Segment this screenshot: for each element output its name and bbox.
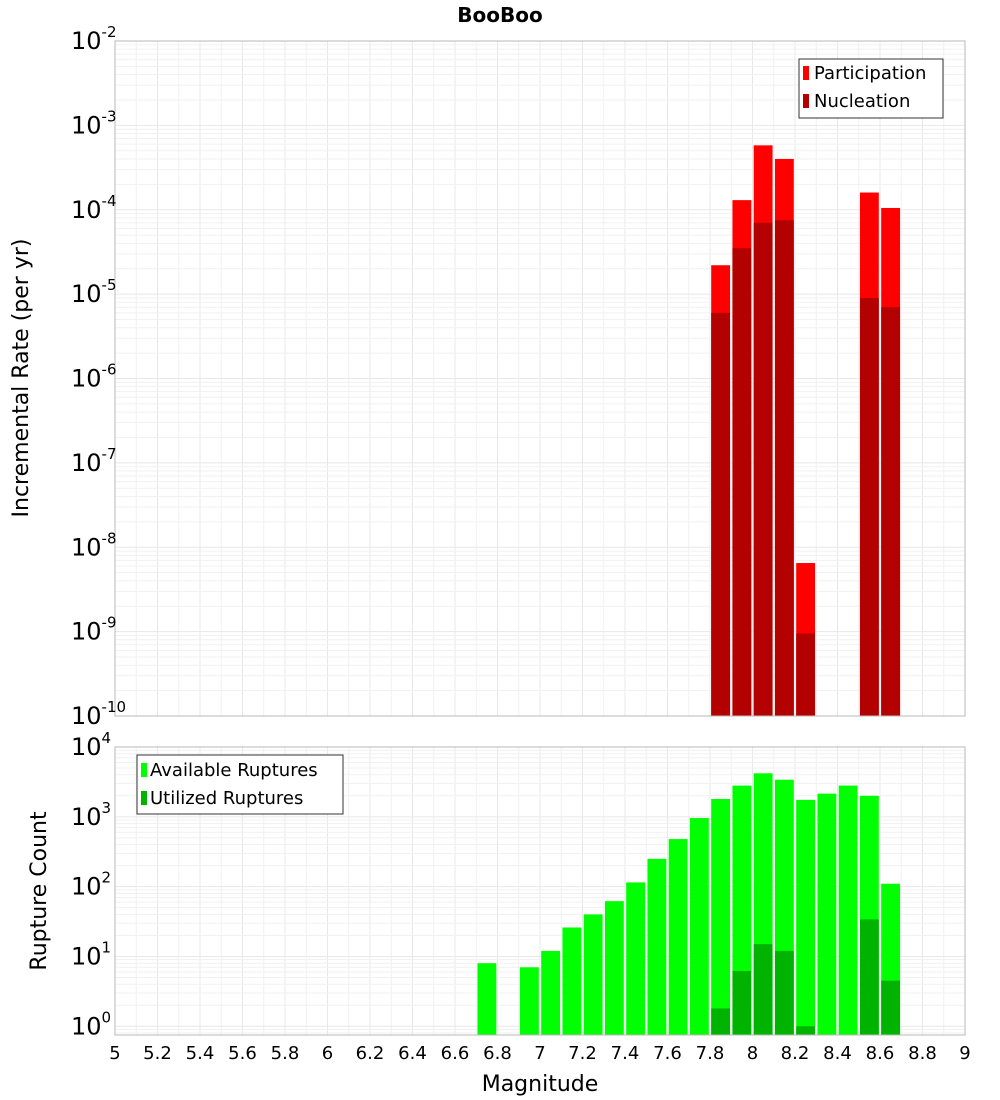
top-y-tick-labels: 10-10 10-9 10-8 10-7 10-6 10-5 10-4 10-3 10-2 — [71, 23, 126, 730]
bar-available-ruptures — [796, 799, 816, 1035]
top-plot-bars — [711, 145, 901, 717]
top-legend-box — [798, 58, 944, 119]
x-axis-title: Magnitude — [482, 1072, 599, 1097]
bar-available-ruptures — [668, 839, 688, 1035]
bar-available-ruptures — [817, 793, 837, 1035]
y-tick-label: 10-6 — [71, 361, 117, 393]
bar-nucleation — [732, 248, 752, 717]
x-tick-label: 8 — [747, 1043, 758, 1064]
legend-swatch-participation — [803, 66, 809, 80]
x-tick-label: 6.8 — [483, 1043, 512, 1064]
top-plot-grid — [114, 40, 966, 717]
bar-utilized-ruptures — [753, 944, 773, 1035]
bar-utilized-ruptures — [774, 950, 794, 1035]
top-plot-frame — [114, 40, 966, 717]
x-tick-label: 5.8 — [271, 1043, 300, 1064]
x-tick-labels: 5 5.2 5.4 5.6 5.8 6 6.2 6.4 6.6 6.8 7 7.2 7.4 7.6 7.8 8… — [109, 1043, 970, 1064]
bar-available-ruptures — [689, 818, 709, 1035]
x-tick-label: 6.4 — [398, 1043, 427, 1064]
x-tick-label: 8.8 — [908, 1043, 937, 1064]
legend-label-participation: Participation — [814, 63, 926, 84]
bar-available-ruptures — [626, 882, 646, 1035]
bar-utilized-ruptures — [796, 1026, 816, 1035]
legend-label-utilized-ruptures: Utilized Ruptures — [150, 788, 303, 809]
legend-swatch-nucleation — [803, 94, 809, 108]
bar-utilized-ruptures — [711, 1008, 731, 1035]
bar-nucleation — [859, 297, 879, 716]
chart-title: BooBoo — [457, 3, 542, 27]
legend-swatch-utilized-ruptures — [141, 791, 147, 805]
bar-utilized-ruptures — [859, 919, 879, 1035]
y-tick-label: 10-2 — [71, 23, 117, 55]
bottom-plot-frame — [114, 746, 966, 1036]
bottom-legend-box — [136, 754, 344, 815]
y-tick-label: 10-4 — [71, 192, 117, 224]
x-tick-label: 7.2 — [568, 1043, 597, 1064]
y-tick-label: 10-9 — [71, 614, 117, 646]
bar-available-ruptures — [541, 950, 561, 1035]
legend-swatch-available-ruptures — [141, 763, 147, 777]
y-tick-label: 10-3 — [71, 107, 117, 139]
bottom-plot-bars — [477, 773, 901, 1035]
y-tick-label: 10-5 — [71, 276, 117, 308]
x-tick-label: 6.2 — [356, 1043, 385, 1064]
bar-nucleation — [881, 307, 901, 716]
bar-available-ruptures — [604, 901, 624, 1035]
y-tick-label: 100 — [71, 1008, 111, 1040]
bar-available-ruptures — [647, 858, 667, 1035]
x-tick-label: 5.2 — [143, 1043, 172, 1064]
y-tick-label: 104 — [71, 729, 111, 761]
x-tick-label: 7.6 — [653, 1043, 682, 1064]
legend-label-nucleation: Nucleation — [814, 91, 910, 112]
bar-nucleation — [796, 633, 816, 716]
x-tick-label: 7.4 — [611, 1043, 640, 1064]
bar-available-ruptures — [711, 798, 731, 1035]
bar-nucleation — [753, 222, 773, 716]
bar-utilized-ruptures — [732, 970, 752, 1035]
bar-available-ruptures — [477, 963, 497, 1035]
bottom-legend: Available Ruptures Utilized Ruptures — [136, 754, 344, 815]
y-tick-label: 10-10 — [71, 698, 126, 730]
y-tick-label: 10-8 — [71, 529, 117, 561]
bar-available-ruptures — [519, 967, 539, 1035]
x-tick-label: 6 — [322, 1043, 333, 1064]
x-tick-label: 9 — [959, 1043, 970, 1064]
legend-label-available-ruptures: Available Ruptures — [150, 760, 318, 781]
y-tick-label: 103 — [71, 799, 111, 831]
bottom-y-axis-title: Rupture Count — [27, 811, 52, 971]
x-tick-label: 8.6 — [866, 1043, 895, 1064]
top-y-axis-title: Incremental Rate (per yr) — [9, 239, 34, 518]
bar-nucleation — [774, 220, 794, 717]
x-tick-label: 8.2 — [781, 1043, 810, 1064]
bar-available-ruptures — [838, 785, 858, 1035]
bar-available-ruptures — [583, 914, 603, 1035]
bottom-y-tick-labels: 100 101 102 103 104 — [71, 729, 111, 1040]
x-tick-label: 6.6 — [441, 1043, 470, 1064]
x-tick-label: 5 — [109, 1043, 120, 1064]
top-legend: Participation Nucleation — [798, 58, 944, 119]
bar-nucleation — [711, 312, 731, 716]
x-tick-label: 5.6 — [228, 1043, 257, 1064]
x-tick-label: 7 — [534, 1043, 545, 1064]
bar-available-ruptures — [562, 927, 582, 1035]
x-tick-label: 8.4 — [823, 1043, 852, 1064]
y-tick-label: 10-7 — [71, 445, 117, 477]
y-tick-label: 101 — [71, 938, 111, 970]
y-tick-label: 102 — [71, 869, 111, 901]
x-tick-label: 5.4 — [186, 1043, 215, 1064]
x-tick-label: 7.8 — [696, 1043, 725, 1064]
bar-utilized-ruptures — [881, 980, 901, 1035]
